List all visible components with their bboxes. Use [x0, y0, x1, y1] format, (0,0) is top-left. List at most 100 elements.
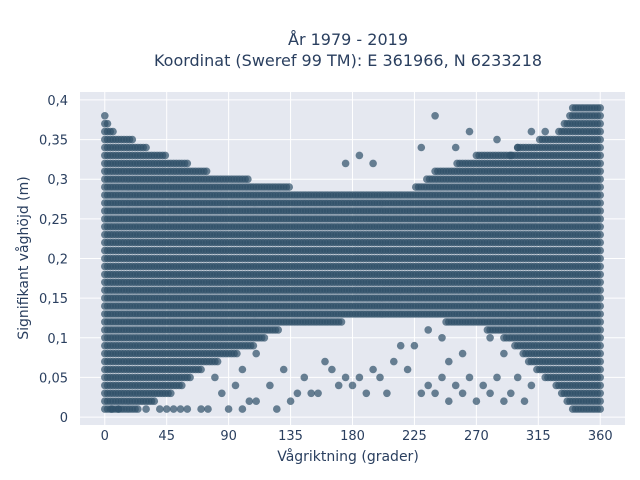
data-point	[328, 365, 336, 374]
data-point	[465, 373, 474, 382]
y-tick-label: 0,25	[39, 213, 68, 228]
data-point	[186, 373, 194, 382]
data-point	[376, 373, 384, 382]
data-point	[103, 119, 112, 128]
data-point	[596, 326, 604, 334]
data-point	[596, 286, 604, 295]
y-tick-label: 0,3	[47, 173, 68, 188]
data-point	[596, 397, 604, 406]
data-point	[596, 215, 604, 223]
y-tick-label: 0,05	[39, 371, 68, 386]
data-point	[424, 381, 433, 390]
data-point	[445, 397, 453, 406]
data-point	[445, 357, 453, 366]
y-tick-label: 0	[60, 411, 68, 426]
data-point	[348, 381, 357, 390]
data-point	[507, 151, 515, 160]
x-tick-label: 90	[220, 429, 237, 444]
data-point	[266, 381, 274, 390]
data-point	[238, 365, 247, 374]
data-point	[307, 389, 316, 398]
data-point	[596, 365, 604, 374]
data-point	[167, 389, 175, 398]
data-point	[218, 389, 226, 398]
data-point	[486, 389, 494, 398]
data-point	[596, 341, 604, 350]
data-point	[128, 135, 137, 144]
data-point	[431, 112, 439, 120]
data-point	[286, 397, 295, 406]
data-point	[596, 349, 604, 358]
data-point	[596, 191, 604, 199]
data-point	[596, 254, 604, 263]
data-point	[417, 389, 426, 398]
data-point	[161, 151, 170, 160]
data-point	[500, 397, 508, 406]
data-point	[507, 389, 515, 398]
data-point	[107, 405, 116, 413]
y-tick-label: 0,15	[39, 292, 68, 307]
data-point	[249, 341, 258, 350]
y-tick-label: 0,1	[47, 332, 68, 347]
data-point	[355, 373, 364, 382]
y-tick-label: 0,2	[47, 253, 68, 268]
data-point	[596, 183, 604, 191]
data-point	[202, 167, 211, 176]
data-point	[169, 405, 178, 413]
data-point	[231, 381, 240, 390]
data-point	[321, 357, 329, 366]
data-point	[596, 302, 604, 310]
chart-title-line-1: År 1979 - 2019	[288, 30, 408, 49]
data-point	[596, 294, 604, 302]
data-point	[213, 357, 222, 366]
data-point	[334, 381, 343, 390]
data-point	[431, 389, 439, 398]
data-point	[424, 326, 433, 334]
data-point	[596, 119, 604, 128]
data-point	[596, 167, 604, 176]
data-point	[285, 183, 294, 191]
data-point	[472, 397, 481, 406]
data-point	[493, 135, 501, 144]
data-point	[369, 365, 377, 374]
data-point	[596, 143, 604, 152]
data-point	[458, 389, 467, 398]
data-point	[244, 175, 252, 183]
data-point	[486, 334, 494, 342]
data-point	[183, 159, 192, 168]
x-tick-label: 270	[464, 429, 489, 444]
data-point	[596, 405, 604, 413]
x-tick-label: 225	[402, 429, 427, 444]
data-point	[520, 397, 529, 406]
data-point	[204, 405, 212, 413]
data-point	[197, 405, 205, 413]
data-point	[114, 405, 123, 413]
data-point	[451, 381, 460, 390]
data-point	[596, 199, 604, 207]
data-point	[513, 143, 522, 152]
data-point	[596, 223, 604, 231]
data-point	[527, 127, 536, 136]
data-point	[596, 381, 604, 390]
data-point	[233, 349, 241, 358]
data-point	[245, 397, 254, 406]
data-point	[142, 143, 150, 152]
data-point	[465, 127, 474, 136]
data-point	[197, 365, 205, 374]
data-point	[596, 334, 604, 342]
data-point	[596, 278, 604, 287]
data-point	[493, 373, 501, 382]
data-point	[260, 334, 269, 342]
x-tick-label: 360	[588, 429, 613, 444]
data-point	[527, 381, 536, 390]
data-point	[178, 381, 186, 390]
data-point	[596, 357, 604, 366]
x-tick-label: 0	[101, 429, 109, 444]
data-point	[279, 365, 288, 374]
data-point	[314, 389, 322, 398]
x-tick-label: 180	[340, 429, 365, 444]
data-point	[341, 373, 350, 382]
data-point	[596, 112, 604, 120]
data-point	[390, 357, 398, 366]
